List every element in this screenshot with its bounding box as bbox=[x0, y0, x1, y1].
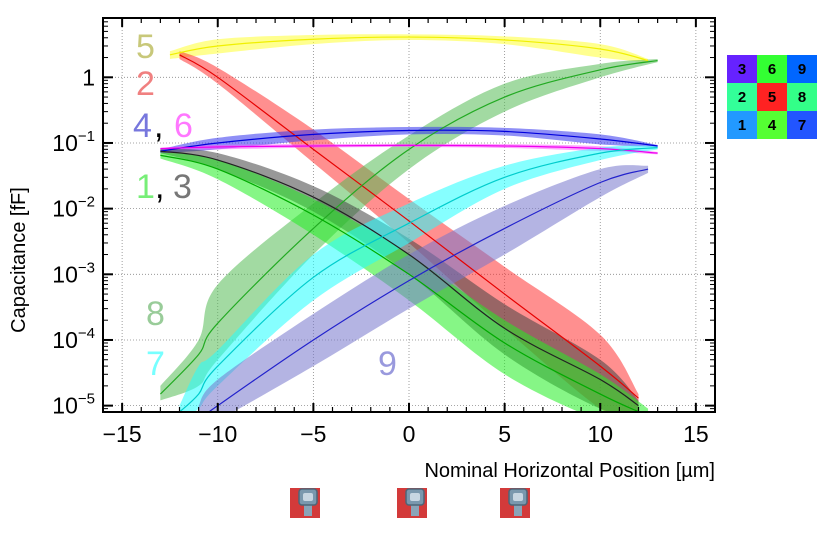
pixel-cell-2 bbox=[727, 83, 757, 111]
pixel-cell-label: 7 bbox=[798, 117, 806, 134]
y-tick-label: 10−5 bbox=[52, 391, 95, 419]
y-tick-exponent: −1 bbox=[78, 128, 95, 145]
pixel-cell-7 bbox=[787, 111, 817, 139]
line-series-5 bbox=[169, 36, 649, 62]
pixel-cell-label: 4 bbox=[768, 117, 777, 134]
curve-label-5: 5 bbox=[136, 28, 155, 66]
pixel-cell-label: 2 bbox=[738, 89, 746, 106]
x-tick-label: −5 bbox=[300, 421, 326, 447]
y-tick-exponent: −5 bbox=[78, 391, 95, 408]
sensor-stem bbox=[514, 498, 522, 516]
sensor-head-inner bbox=[410, 493, 420, 501]
x-tick-label: 10 bbox=[587, 421, 613, 447]
curve-label-comma: , bbox=[155, 168, 164, 206]
y-tick-base: 10 bbox=[52, 196, 78, 222]
sensor-icons bbox=[290, 488, 530, 518]
y-tick-label: 10−3 bbox=[52, 259, 95, 287]
pixel-cell-3 bbox=[727, 55, 757, 83]
pixel-cell-label: 6 bbox=[768, 61, 776, 78]
curve-label-8: 8 bbox=[146, 295, 165, 333]
curve-label-1: 1 bbox=[136, 168, 155, 206]
y-tick-base: 10 bbox=[52, 261, 78, 287]
y-tick-base: 10 bbox=[52, 327, 78, 353]
line-series-6 bbox=[160, 144, 658, 154]
line-series-7 bbox=[179, 147, 658, 412]
x-axis-title: Nominal Horizontal Position [µm] bbox=[424, 460, 715, 482]
x-tick-label: 15 bbox=[683, 421, 709, 447]
curve-label-3: 3 bbox=[173, 168, 192, 206]
line-series-8 bbox=[159, 59, 658, 395]
sensor-pixel-icon bbox=[500, 488, 530, 518]
pixel-cell-6 bbox=[757, 55, 787, 83]
line-series-9 bbox=[207, 168, 649, 412]
pixel-cell-label: 1 bbox=[738, 117, 746, 134]
line-series-4 bbox=[160, 129, 658, 152]
x-tick-label: −10 bbox=[198, 421, 237, 447]
sensor-pixel-icon bbox=[397, 488, 427, 518]
pixel-cell-label: 8 bbox=[798, 89, 806, 106]
y-tick-base: 1 bbox=[82, 64, 95, 90]
sensor-stem bbox=[411, 498, 419, 516]
curve-label-2: 2 bbox=[136, 65, 155, 103]
y-tick-label: 10−2 bbox=[52, 194, 95, 222]
x-tick-label: 5 bbox=[498, 421, 511, 447]
curve-label-6: 6 bbox=[174, 107, 193, 145]
pixel-cell-label: 5 bbox=[768, 89, 776, 106]
x-tick-label: 0 bbox=[403, 421, 416, 447]
pixel-cell-label: 3 bbox=[738, 61, 746, 78]
y-tick-label: 10−1 bbox=[52, 128, 95, 156]
pixel-cell-4 bbox=[757, 111, 787, 139]
y-tick-base: 10 bbox=[52, 393, 78, 419]
sensor-stem bbox=[304, 498, 312, 516]
band-series-9 bbox=[198, 165, 649, 412]
y-tick-exponent: −2 bbox=[78, 194, 95, 211]
curve-labels: 524, 61, 387 9 bbox=[133, 28, 397, 383]
pixel-cell-9 bbox=[787, 55, 817, 83]
pixel-cell-5 bbox=[757, 83, 787, 111]
curve-label-comma: , bbox=[154, 107, 163, 145]
pixel-map-legend: 3 6 9 2 5 8 1 4 7 bbox=[727, 55, 817, 139]
y-tick-label: 1 bbox=[82, 64, 95, 90]
x-tick-label: −15 bbox=[103, 421, 142, 447]
y-tick-exponent: −3 bbox=[78, 259, 95, 276]
curve-label-4: 4 bbox=[133, 107, 152, 145]
line-series-3 bbox=[160, 150, 639, 407]
pixel-cell-8 bbox=[787, 83, 817, 111]
line-series-2 bbox=[179, 54, 639, 399]
sensor-head-inner bbox=[513, 493, 523, 501]
uncertainty-bands bbox=[160, 34, 658, 412]
series-lines bbox=[159, 36, 658, 412]
curve-label-7: 7 bbox=[146, 345, 165, 383]
sensor-head-inner bbox=[303, 493, 313, 501]
y-tick-base: 10 bbox=[52, 130, 78, 156]
pixel-cell-1 bbox=[727, 111, 757, 139]
pixel-cell-label: 9 bbox=[798, 61, 806, 78]
y-tick-exponent: −4 bbox=[78, 325, 95, 342]
y-axis-title: Capacitance [fF] bbox=[8, 187, 30, 333]
line-series-1 bbox=[160, 154, 641, 412]
sensor-pixel-icon bbox=[290, 488, 320, 518]
curve-label-9: 9 bbox=[378, 345, 397, 383]
y-tick-label: 10−4 bbox=[52, 325, 95, 353]
